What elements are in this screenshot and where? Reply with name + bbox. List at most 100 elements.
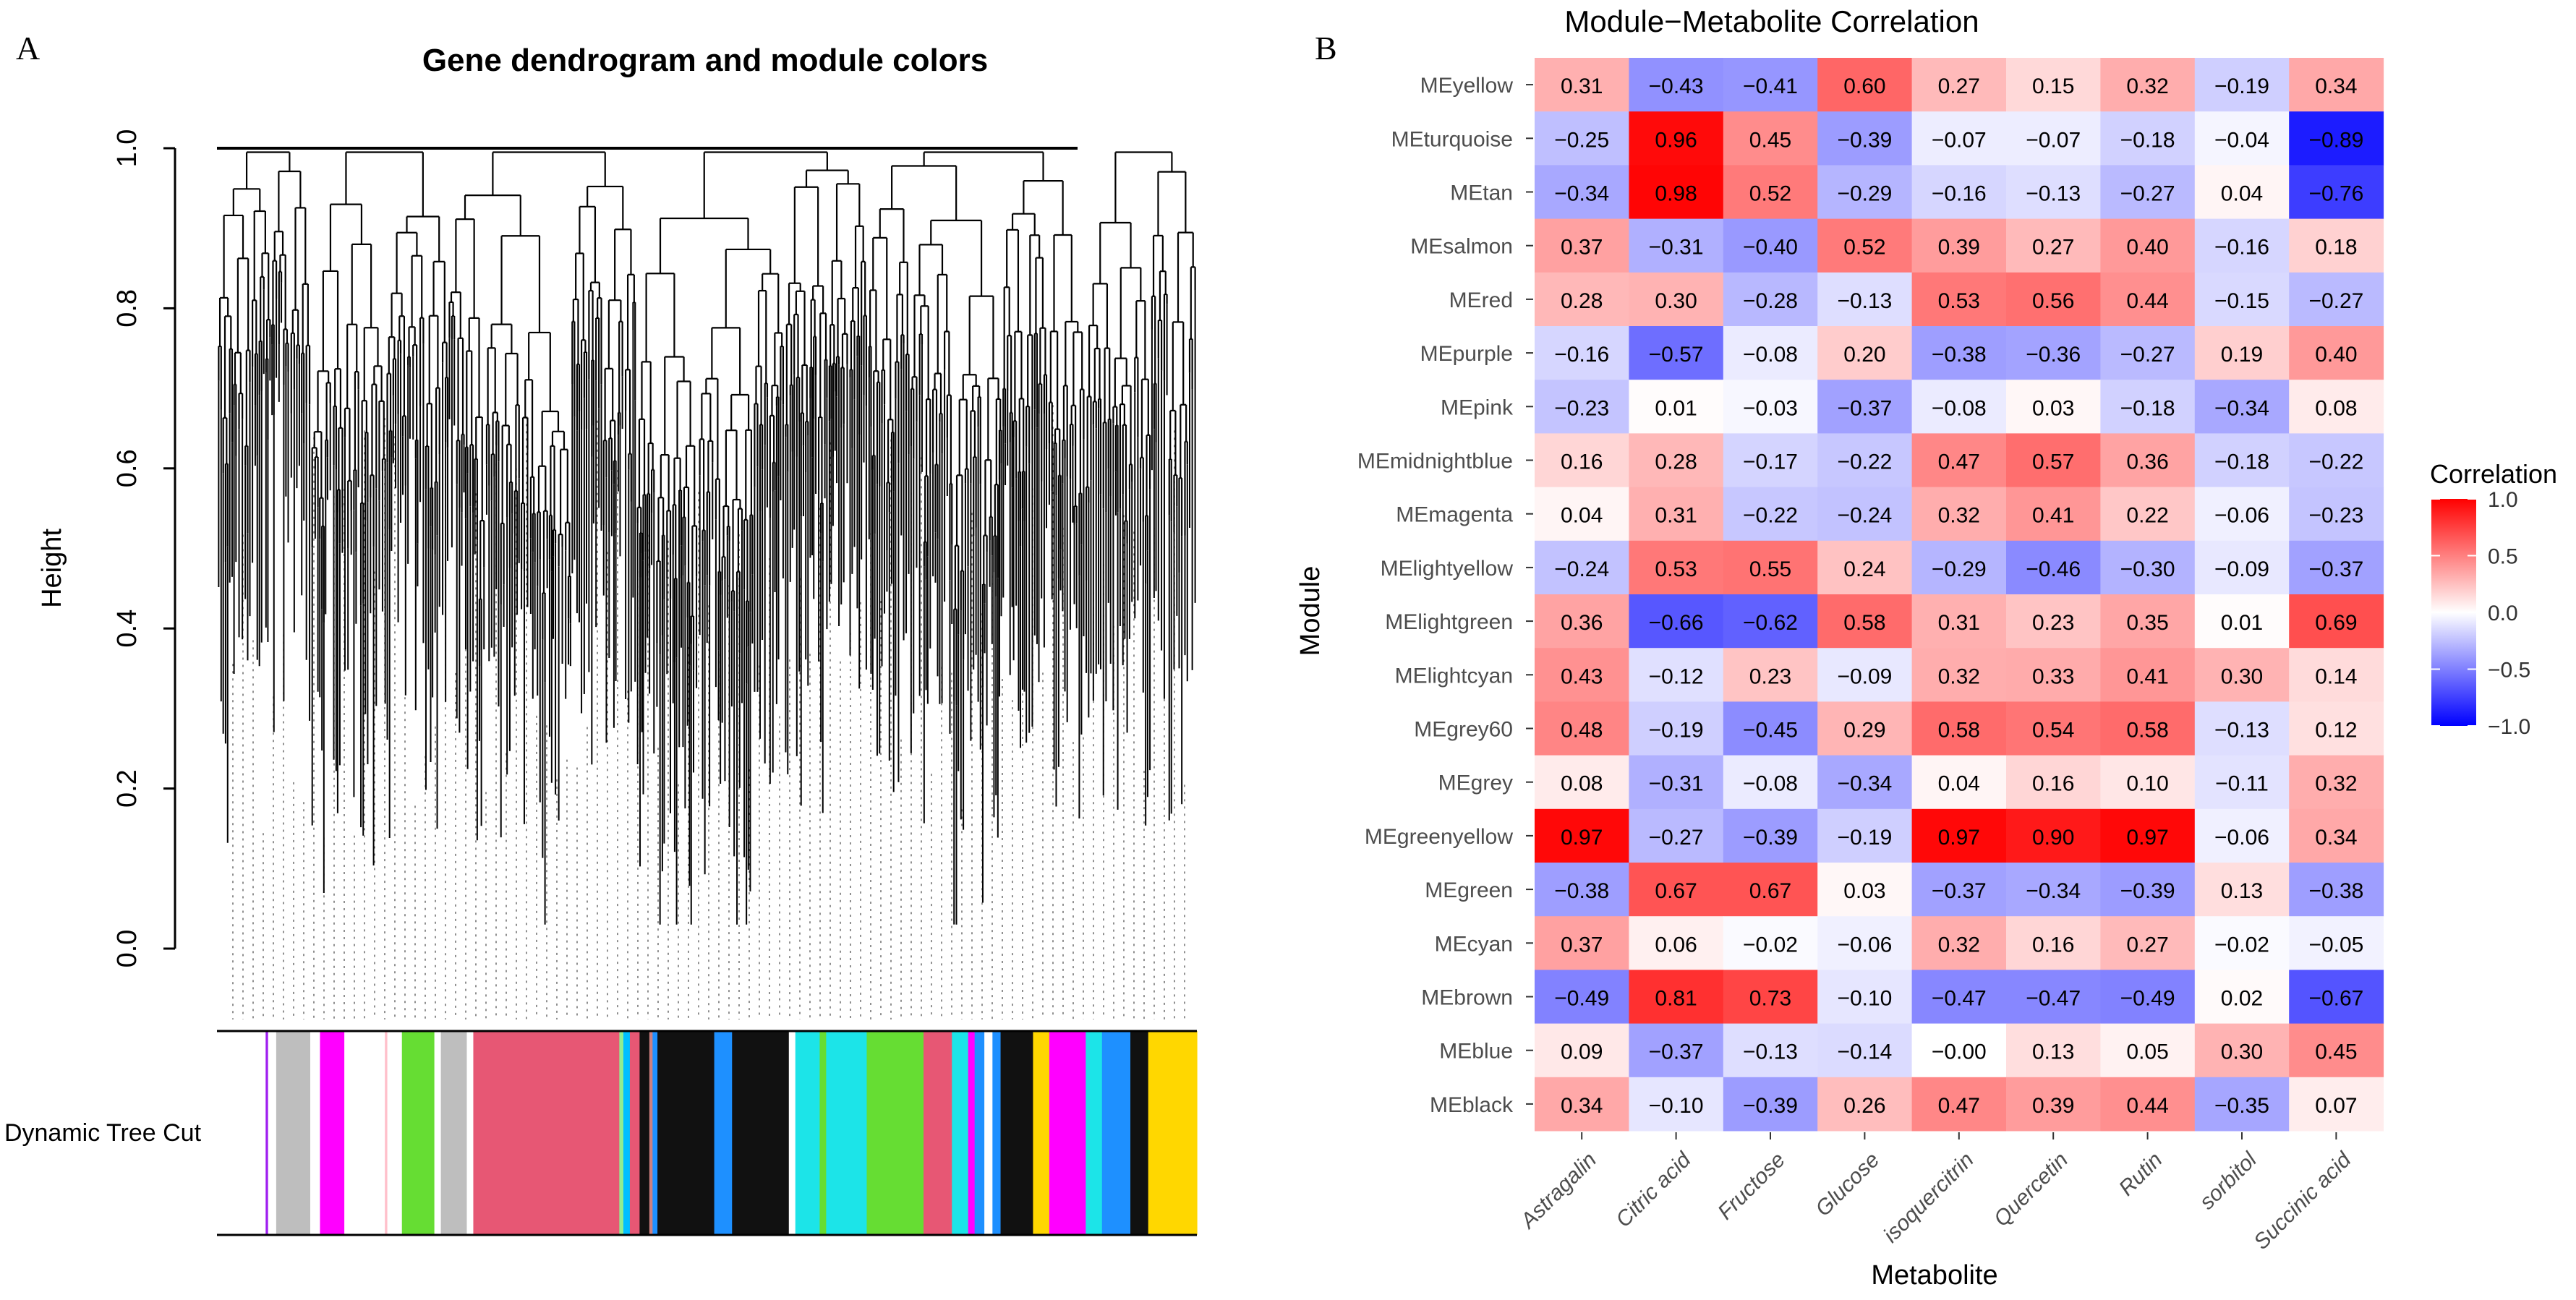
- cell-value-label: −0.15: [2214, 289, 2269, 313]
- cell-value-label: −0.17: [1743, 450, 1798, 474]
- cell-value-label: 0.22: [2126, 504, 2168, 528]
- cell-value-label: 0.35: [2126, 611, 2168, 635]
- cell-value-label: 0.19: [2221, 343, 2263, 367]
- heatmap-cell: [1629, 58, 1724, 112]
- heatmap-cell: [2100, 540, 2196, 595]
- heatmap-cell: [2289, 380, 2384, 434]
- cell-value-label: −0.34: [1837, 772, 1892, 796]
- heatmap-cell: [1817, 272, 1913, 327]
- cell-value-label: 0.58: [1938, 719, 1980, 743]
- cell-value-label: 0.32: [1938, 504, 1980, 528]
- heatmap-title: Module−Metabolite Correlation: [1564, 4, 1979, 38]
- cell-value-label: 0.47: [1938, 1094, 1980, 1118]
- cell-value-label: 0.34: [2315, 74, 2357, 98]
- cell-value-label: 0.08: [1561, 772, 1603, 796]
- color-bar-segment: [788, 1031, 796, 1235]
- heatmap-cell: [1629, 487, 1724, 542]
- cell-value-label: 0.23: [1749, 664, 1791, 688]
- heatmap-cell: [1629, 1077, 1724, 1132]
- heatmap-cell: [1911, 433, 2007, 488]
- row-label: MEgreenyellow: [1365, 825, 1513, 849]
- heatmap-cells: 0.31 −0.43 −0.41 0.60 0.27 0.15 0.32 −0.19 0.34 −…: [1535, 58, 2384, 1132]
- cell-value-label: 0.30: [2221, 1040, 2263, 1064]
- cell-value-label: −0.06: [2214, 826, 2269, 850]
- cell-value-label: 0.34: [2315, 826, 2357, 850]
- cell-value-label: −0.66: [1649, 611, 1704, 635]
- cell-value-label: 0.08: [2315, 396, 2357, 420]
- cell-value-label: −0.18: [2214, 450, 2269, 474]
- cell-value-label: 0.58: [2126, 719, 2168, 743]
- heatmap-cell: [2289, 863, 2384, 917]
- cell-value-label: −0.24: [1554, 557, 1609, 581]
- heatmap-cell: [2194, 165, 2290, 220]
- legend-tick-label: 0.0: [2488, 602, 2518, 625]
- heatmap-cell: [1535, 755, 1629, 810]
- heatmap-cell: [2100, 808, 2196, 863]
- cell-value-label: −0.22: [1837, 450, 1892, 474]
- color-bar-segment: [657, 1031, 715, 1235]
- color-bar-segment: [1086, 1031, 1103, 1235]
- cell-value-label: 0.45: [1749, 128, 1791, 152]
- cell-value-label: 0.02: [2221, 987, 2263, 1011]
- cell-value-label: 0.32: [1938, 933, 1980, 957]
- heatmap-cell: [1723, 540, 1818, 595]
- heatmap-cell: [1817, 1023, 1913, 1078]
- row-label: MEcyan: [1435, 932, 1513, 956]
- cell-value-label: −0.38: [1554, 879, 1609, 903]
- cell-value-label: 0.26: [1843, 1094, 1885, 1118]
- heatmap-cell: [2194, 1023, 2290, 1078]
- color-bar-segment: [217, 1031, 266, 1235]
- color-bar-segment: [385, 1031, 388, 1235]
- color-bar-segment: [968, 1031, 976, 1235]
- heatmap-column-labels: Astragalin Citric acid Fructose Glucoseisoq…: [1515, 1132, 2356, 1254]
- cell-value-label: 0.32: [2126, 74, 2168, 98]
- cell-value-label: −0.40: [1743, 236, 1798, 260]
- cell-value-label: 0.30: [2221, 664, 2263, 688]
- heatmap-cell: [2100, 111, 2196, 166]
- cell-value-label: −0.62: [1743, 611, 1798, 635]
- color-bar-segment: [401, 1031, 435, 1235]
- heatmap-cell: [2289, 916, 2384, 970]
- cell-value-label: −0.22: [2308, 450, 2363, 474]
- row-label: MEred: [1449, 288, 1513, 312]
- cell-value-label: 0.09: [1561, 1040, 1603, 1064]
- cell-value-label: 0.40: [2315, 343, 2357, 367]
- cell-value-label: 0.41: [2032, 504, 2074, 528]
- cell-value-label: −0.36: [2026, 343, 2081, 367]
- cell-value-label: 0.97: [2126, 826, 2168, 850]
- heatmap-cell: [2100, 701, 2196, 756]
- cell-value-label: −0.41: [1743, 74, 1798, 98]
- heatmap-cell: [1629, 755, 1724, 810]
- heatmap-cell: [1535, 701, 1629, 756]
- heatmap-cell: [1629, 380, 1724, 434]
- heatmap-cell: [1817, 970, 1913, 1025]
- heatmap-cell: [1629, 1023, 1724, 1078]
- cell-value-label: 0.67: [1655, 879, 1697, 903]
- cell-value-label: 0.36: [1561, 611, 1603, 635]
- heatmap-cell: [2006, 808, 2101, 863]
- cell-value-label: 0.33: [2032, 664, 2074, 688]
- heatmap-cell: [1911, 916, 2007, 970]
- heatmap-cell: [1723, 808, 1818, 863]
- heatmap-cell: [2100, 755, 2196, 810]
- cell-value-label: 0.56: [2032, 289, 2074, 313]
- heatmap-cell: [1817, 808, 1913, 863]
- cell-value-label: −0.46: [2026, 557, 2081, 581]
- color-bar-segment: [714, 1031, 733, 1235]
- cell-value-label: −0.47: [1932, 987, 1987, 1011]
- heatmap-cell: [1817, 111, 1913, 166]
- heatmap-cell: [1535, 487, 1629, 542]
- color-bar-segment: [629, 1031, 640, 1235]
- cell-value-label: 0.03: [1843, 879, 1885, 903]
- legend-tick-label: 1.0: [2488, 488, 2518, 512]
- heatmap-cell: [2289, 58, 2384, 112]
- color-bar-segment: [649, 1031, 653, 1235]
- heatmap-cell: [2289, 111, 2384, 166]
- color-bar-segment: [310, 1031, 321, 1235]
- heatmap-cell: [2194, 218, 2290, 273]
- heatmap-cell: [2006, 380, 2101, 434]
- heatmap-cell: [1911, 487, 2007, 542]
- cell-value-label: −0.31: [1649, 772, 1704, 796]
- cell-value-label: 0.29: [1843, 719, 1885, 743]
- cell-value-label: 0.60: [1843, 74, 1885, 98]
